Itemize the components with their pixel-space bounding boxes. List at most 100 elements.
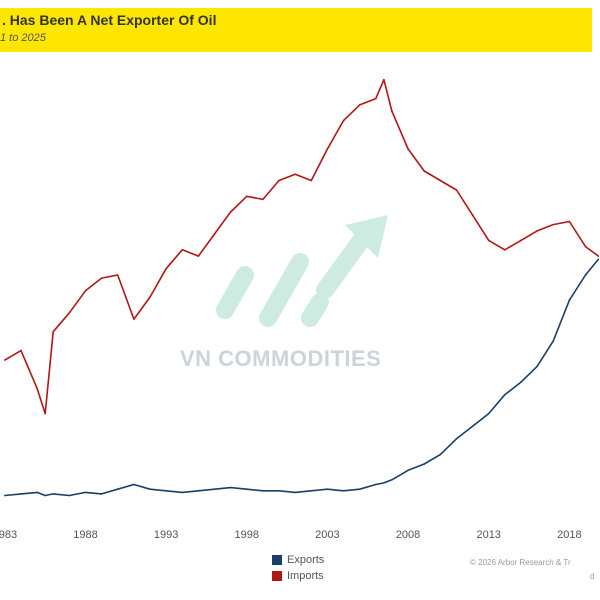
data-point-imports [278,179,280,182]
data-point-exports [358,488,361,491]
watermark: VN COMMODITIES [180,346,382,371]
credit-line2: d [590,572,595,581]
x-tick-label: 1988 [73,529,97,541]
data-point-imports [568,220,571,223]
data-point-imports [213,233,216,235]
data-point-exports [552,340,555,342]
series-line-exports [4,258,600,497]
data-point-exports [342,489,345,492]
data-point-imports [197,255,200,257]
data-point-imports [471,214,474,216]
data-point-exports [20,493,22,495]
data-point-imports [4,359,6,361]
data-point-exports [44,494,46,497]
data-point-exports [149,488,151,491]
data-point-exports [229,486,232,489]
data-point-imports [36,387,38,390]
legend: Exports Imports [272,552,324,584]
chart-title: . Has Been A Net Exporter Of Oil [2,12,217,28]
data-point-exports [423,463,425,465]
credit: © 2026 Arbor Research & Tr [470,558,571,567]
data-point-imports [245,195,248,198]
legend-imports: Imports [272,568,324,584]
chart-subtitle: 1 to 2025 [0,32,46,44]
data-point-imports [439,179,442,182]
legend-exports: Exports [272,552,324,568]
data-point-imports [487,239,490,242]
data-point-exports [133,483,135,486]
data-point-imports [68,312,71,314]
x-tick-label: 1983 [0,529,17,541]
x-tick-label: 2013 [476,529,500,541]
x-tick-label: 2003 [315,529,339,541]
data-point-imports [520,239,522,242]
data-point-exports [165,489,167,492]
data-point-exports [391,478,393,481]
data-point-imports [383,78,385,81]
data-point-exports [536,365,538,368]
x-tick-label: 1993 [154,529,178,541]
data-point-imports [504,249,506,251]
data-point-imports [326,148,329,150]
data-point-exports [455,438,458,440]
data-point-imports [262,198,264,201]
data-point-imports [584,245,587,248]
data-point-exports [375,483,377,486]
data-point-imports [181,249,184,251]
data-point-imports [391,110,393,112]
x-tick-label: 2008 [396,529,420,541]
data-point-exports [597,258,600,261]
data-point-exports [487,412,490,415]
data-point-imports [342,119,345,122]
data-point-exports [471,425,474,428]
data-point-exports [68,494,71,497]
x-tick-label: 1998 [235,529,259,541]
data-point-exports [294,491,296,494]
data-point-imports [52,330,55,333]
data-point-exports [584,274,587,276]
data-point-imports [455,189,458,191]
x-tick-label: 2018 [557,529,581,541]
data-point-exports [407,469,409,472]
data-point-imports [423,170,425,172]
data-point-imports [149,296,151,298]
data-point-exports [504,393,506,396]
data-point-imports [20,349,22,352]
data-point-exports [326,488,329,491]
data-point-imports [407,148,409,150]
data-point-exports [52,493,55,495]
data-point-exports [36,491,38,494]
data-point-imports [165,267,167,270]
data-point-exports [245,488,248,491]
data-point-exports [100,493,103,495]
data-point-exports [520,381,522,383]
data-point-exports [116,488,119,491]
data-point-exports [310,489,313,492]
data-point-imports [44,412,46,415]
series-line-imports [4,78,599,415]
data-point-imports [597,255,600,257]
title-banner: . Has Been A Net Exporter Of Oil 1 to 20… [0,8,592,52]
data-point-exports [383,482,385,484]
exports-swatch [272,555,282,565]
data-point-imports [229,211,232,213]
data-point-imports [552,223,555,226]
data-point-exports [568,299,571,302]
data-point-exports [262,489,264,492]
data-point-imports [100,277,103,279]
data-point-imports [294,173,296,175]
data-point-exports [197,489,200,492]
legend-exports-label: Exports [287,554,325,566]
imports-swatch [272,571,282,581]
data-point-imports [133,318,135,320]
data-point-exports [278,489,280,492]
data-point-imports [310,179,313,182]
data-point-exports [213,488,216,491]
data-point-imports [116,274,119,276]
data-point-exports [181,491,184,494]
data-point-exports [4,494,6,497]
watermark-logo-icon [216,215,388,327]
data-point-imports [375,97,377,100]
legend-imports-label: Imports [287,570,324,582]
